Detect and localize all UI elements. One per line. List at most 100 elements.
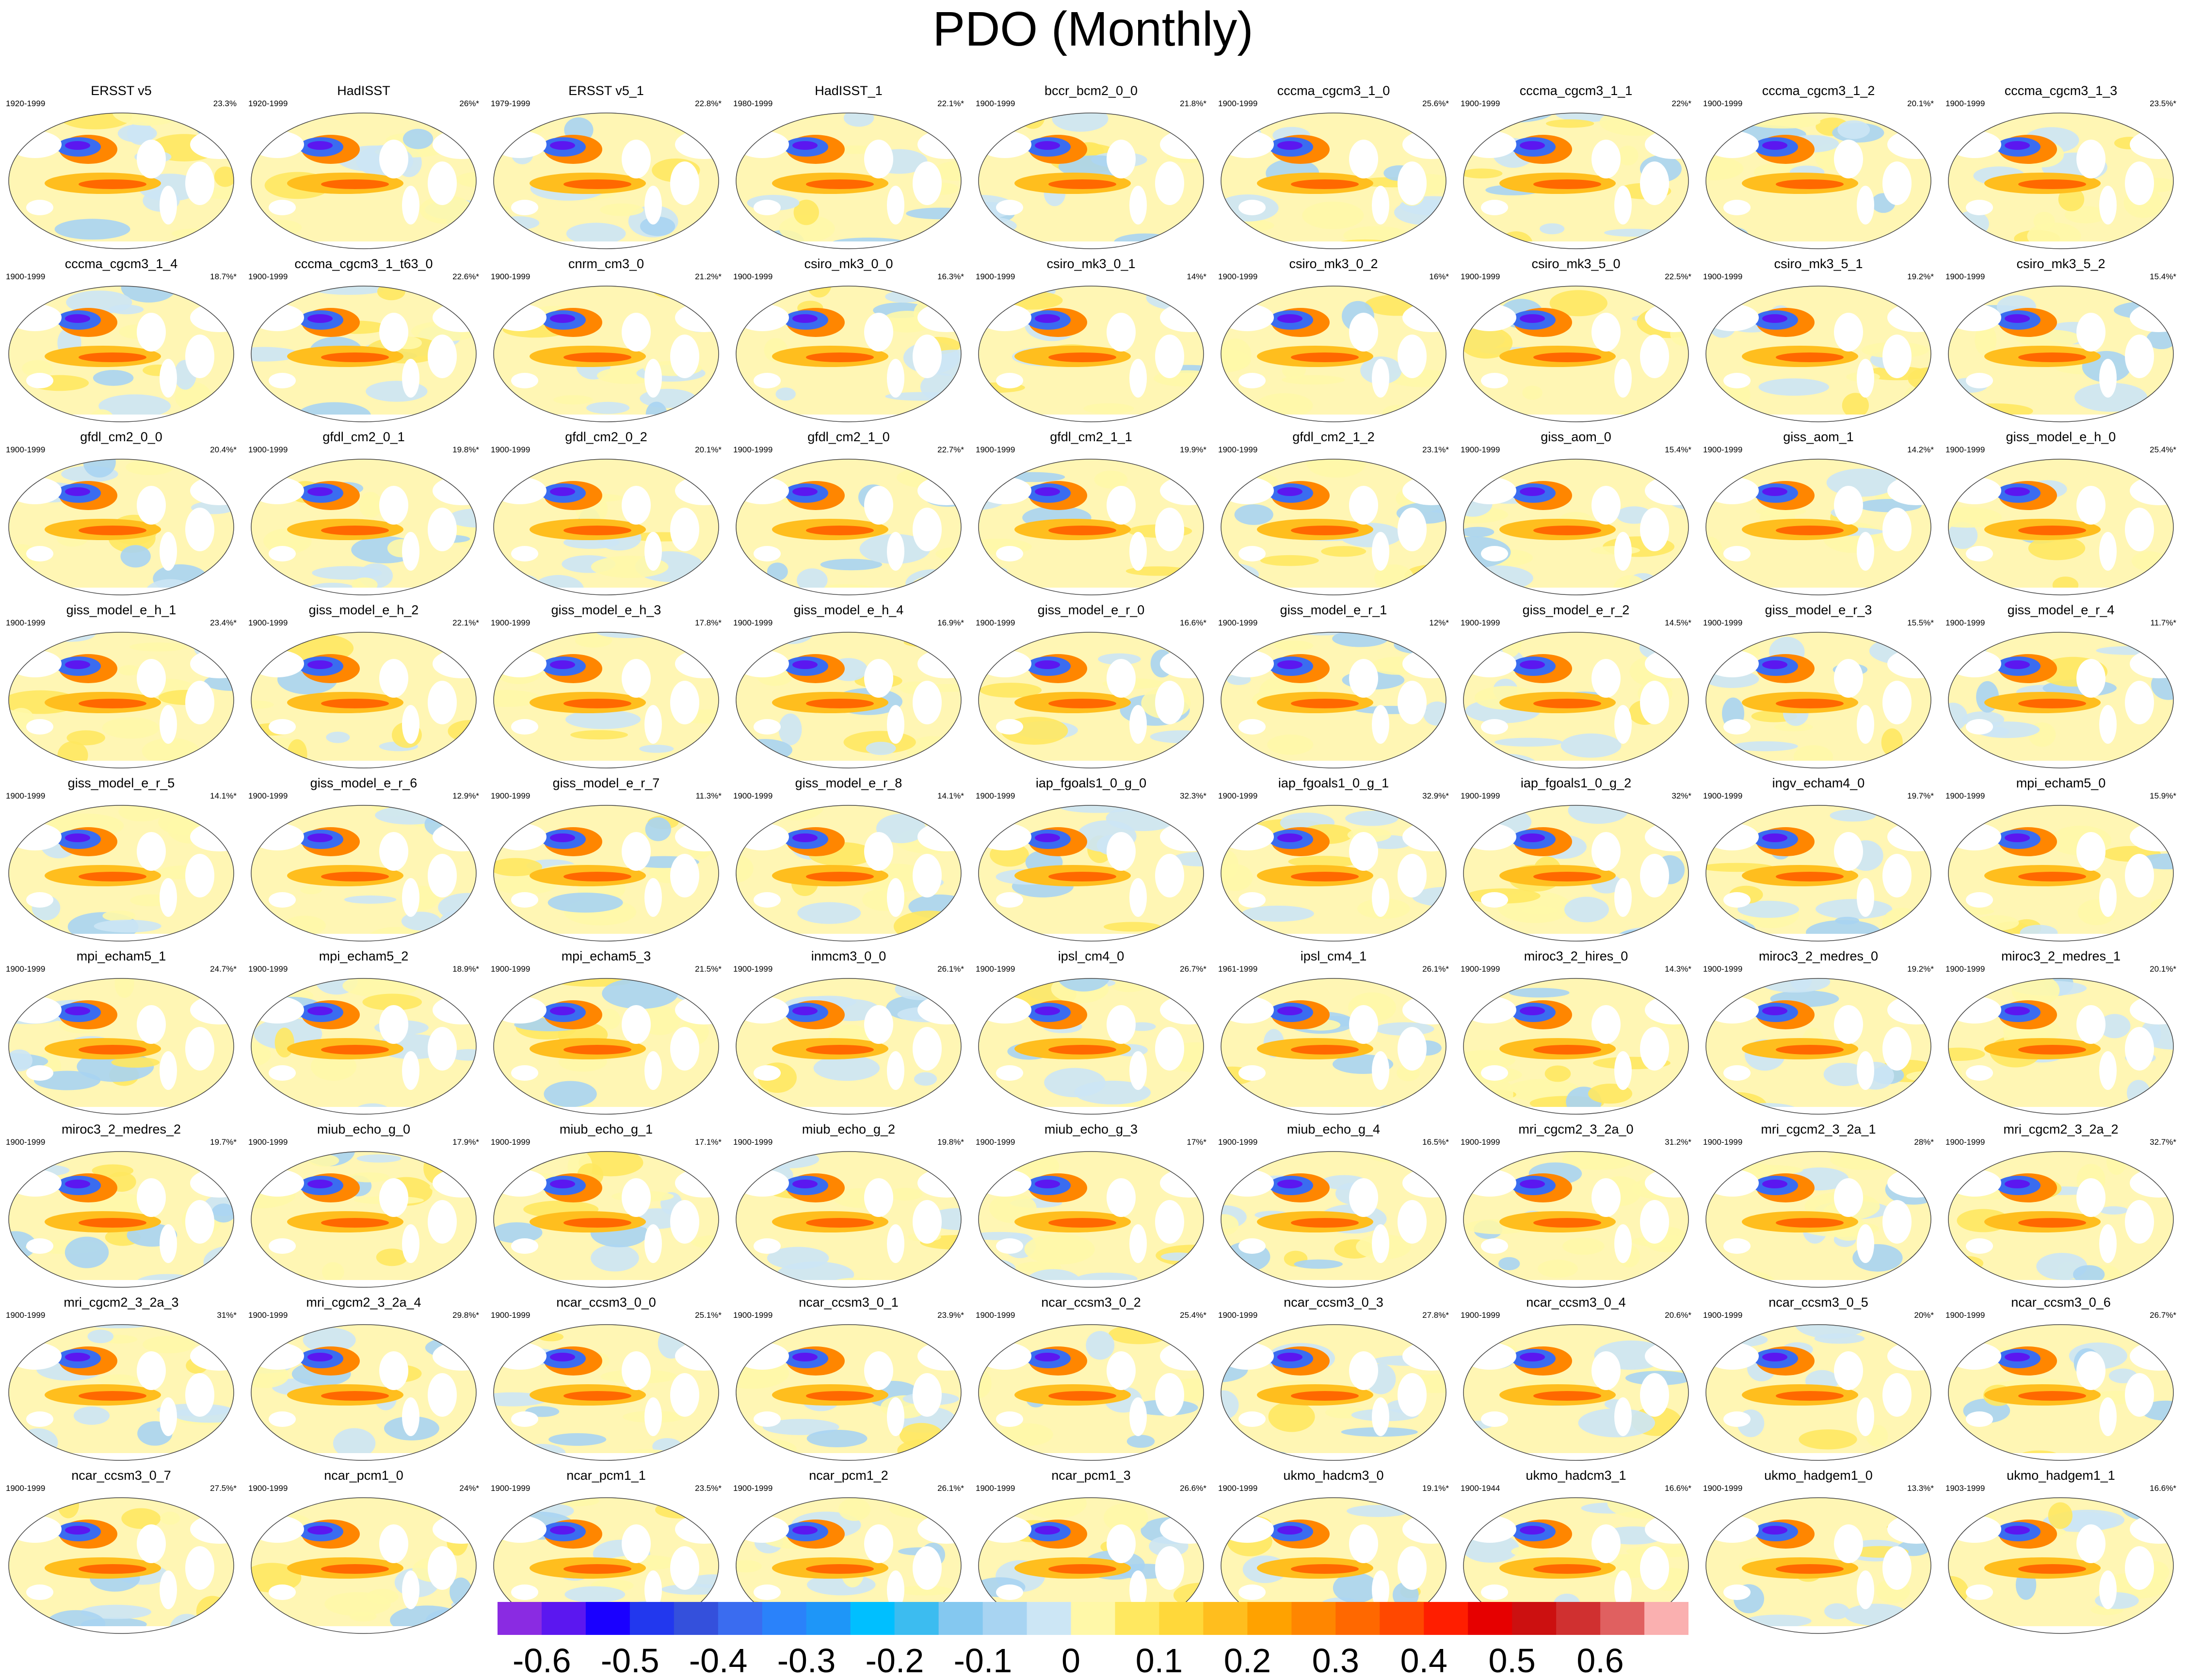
panel-title: mpi_echam5_1 — [76, 949, 166, 963]
panel-title: cccma_cgcm3_1_0 — [1277, 83, 1390, 98]
model-panel: giss_model_e_h_0 1900-1999 25.4%* — [1940, 429, 2182, 603]
model-panel: giss_model_e_r_5 1900-1999 14.1%* — [0, 775, 242, 949]
model-panel: cccma_cgcm3_1_3 1900-1999 23.5%* — [1940, 82, 2182, 257]
model-panel: bccr_bcm2_0_0 1900-1999 21.8%* — [970, 82, 1212, 257]
panel-variance: 20%* — [1914, 1311, 1934, 1320]
model-panel: ncar_ccsm3_0_5 1900-1999 20%* — [1697, 1294, 1940, 1469]
colorbar-tick-label: 0.1 — [1135, 1642, 1183, 1680]
panel-years: 1900-1999 — [6, 272, 46, 281]
pdo-map — [1463, 286, 1689, 422]
model-panel: mpi_echam5_1 1900-1999 24.7%* — [0, 948, 242, 1122]
panel-title: inmcm3_0_0 — [811, 949, 886, 963]
panel-title: giss_model_e_r_2 — [1522, 603, 1630, 617]
panel-variance: 29.8%* — [452, 1311, 479, 1320]
panel-years: 1900-1999 — [491, 1311, 530, 1320]
model-panel: HadISST 1920-1999 26%* — [242, 82, 485, 257]
colorbar-swatch — [1203, 1602, 1248, 1635]
pdo-map — [251, 1151, 477, 1288]
pdo-map — [1948, 632, 2174, 768]
panel-title: giss_model_e_r_0 — [1037, 603, 1145, 617]
panel-variance: 16.9%* — [937, 618, 964, 627]
panel-variance: 24.7%* — [210, 964, 237, 974]
pdo-map — [251, 112, 477, 249]
panel-years: 1900-1999 — [1461, 1311, 1500, 1320]
panel-title: cccma_cgcm3_1_3 — [2004, 83, 2118, 98]
model-panel: csiro_mk3_0_2 1900-1999 16%* — [1212, 256, 1455, 430]
panel-variance: 20.1%* — [2150, 964, 2176, 974]
pdo-map — [978, 459, 1204, 595]
colorbar-swatch — [629, 1602, 675, 1635]
model-panel: giss_model_e_r_7 1900-1999 11.3%* — [485, 775, 727, 949]
panel-title: csiro_mk3_0_1 — [1046, 256, 1136, 271]
panel-title: csiro_mk3_5_0 — [1531, 256, 1621, 271]
panel-years: 1900-1999 — [1218, 1311, 1258, 1320]
model-panel: csiro_mk3_5_1 1900-1999 19.2%* — [1697, 256, 1940, 430]
colorbar-swatch — [1512, 1602, 1557, 1635]
panel-variance: 20.6%* — [1665, 1311, 1691, 1320]
panel-title: iap_fgoals1_0_g_0 — [1035, 776, 1147, 790]
panel-years: 1900-1944 — [1461, 1484, 1500, 1493]
panel-title: iap_fgoals1_0_g_2 — [1520, 776, 1632, 790]
model-panel: ncar_ccsm3_0_2 1900-1999 25.4%* — [970, 1294, 1212, 1469]
pdo-map — [251, 632, 477, 768]
panel-variance: 16.6%* — [1665, 1484, 1691, 1493]
colorbar-swatch — [1159, 1602, 1204, 1635]
model-panel: cnrm_cm3_0 1900-1999 21.2%* — [485, 256, 727, 430]
panel-variance: 20.1%* — [695, 445, 722, 454]
pdo-map — [251, 1497, 477, 1634]
panel-variance: 11.7%* — [2150, 618, 2176, 627]
panel-variance: 17.9%* — [452, 1137, 479, 1147]
pdo-map — [1221, 1497, 1447, 1634]
panel-title: ukmo_hadgem1_0 — [1764, 1468, 1873, 1483]
panel-title: giss_model_e_h_0 — [2006, 430, 2116, 444]
model-panel: miub_echo_g_4 1900-1999 16.5%* — [1212, 1121, 1455, 1296]
panel-title: giss_model_e_r_3 — [1765, 603, 1872, 617]
panel-variance: 15.9%* — [2150, 791, 2176, 800]
panel-variance: 24%* — [459, 1484, 479, 1493]
colorbar-swatch — [1644, 1602, 1688, 1635]
pdo-map — [1705, 112, 1931, 249]
panel-title: mpi_echam5_0 — [2016, 776, 2106, 790]
pdo-map — [978, 632, 1204, 768]
panel-variance: 18.7%* — [210, 272, 237, 281]
panel-years: 1900-1999 — [1945, 791, 1985, 800]
panel-title: csiro_mk3_5_1 — [1774, 256, 1863, 271]
panel-variance: 13.3%* — [1907, 1484, 1934, 1493]
pdo-map — [251, 286, 477, 422]
panel-variance: 26.1%* — [1422, 964, 1449, 974]
panel-variance: 14.1%* — [937, 791, 964, 800]
pdo-map — [1948, 112, 2174, 249]
pdo-map — [1705, 632, 1931, 768]
model-panel: cccma_cgcm3_1_2 1900-1999 20.1%* — [1697, 82, 1940, 257]
pdo-map — [1948, 1497, 2174, 1634]
model-panel: ipsl_cm4_0 1900-1999 26.7%* — [970, 948, 1212, 1122]
model-panel: mri_cgcm2_3_2a_2 1900-1999 32.7%* — [1940, 1121, 2182, 1296]
panel-variance: 22%* — [1672, 99, 1691, 108]
colorbar-swatch — [1335, 1602, 1380, 1635]
panel-variance: 26%* — [459, 99, 479, 108]
panel-years: 1900-1999 — [491, 618, 530, 627]
model-panel: miub_echo_g_2 1900-1999 19.8%* — [727, 1121, 970, 1296]
panel-years: 1900-1999 — [1703, 272, 1743, 281]
colorbar-swatch — [806, 1602, 851, 1635]
model-panel: ingv_echam4_0 1900-1999 19.7%* — [1697, 775, 1940, 949]
pdo-map — [8, 978, 234, 1115]
panel-years: 1900-1999 — [1945, 445, 1985, 454]
model-panel: cccma_cgcm3_1_0 1900-1999 25.6%* — [1212, 82, 1455, 257]
model-panel: giss_model_e_r_3 1900-1999 15.5%* — [1697, 602, 1940, 776]
panel-years: 1900-1999 — [6, 791, 46, 800]
panel-years: 1900-1999 — [6, 1137, 46, 1147]
model-panel: gfdl_cm2_1_0 1900-1999 22.7%* — [727, 429, 970, 603]
colorbar-swatch — [850, 1602, 895, 1635]
pdo-map — [1221, 1324, 1447, 1461]
panel-years: 1900-1999 — [1703, 99, 1743, 108]
panel-years: 1900-1999 — [248, 272, 288, 281]
pdo-map — [736, 1151, 962, 1288]
colorbar-tick-label: 0.6 — [1576, 1642, 1624, 1680]
colorbar-swatch — [1115, 1602, 1159, 1635]
panel-variance: 11.3%* — [695, 791, 722, 800]
pdo-map — [251, 1324, 477, 1461]
pdo-map — [736, 112, 962, 249]
pdo-map — [8, 1324, 234, 1461]
pdo-map — [251, 459, 477, 595]
